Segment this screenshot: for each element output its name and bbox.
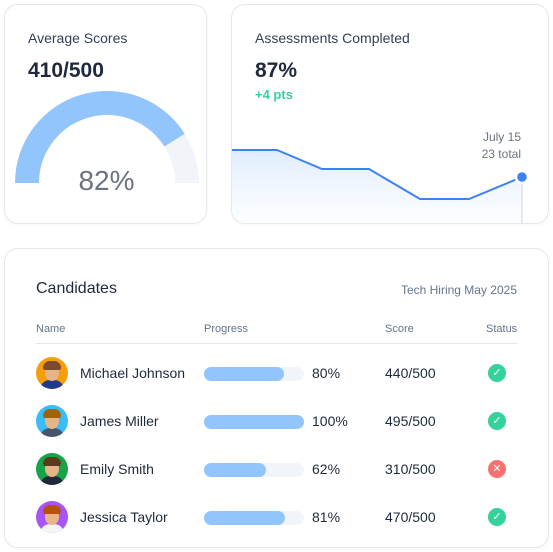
progress-bar-fill: [204, 415, 304, 429]
avatar: [36, 357, 68, 389]
check-icon: ✓: [488, 364, 506, 382]
candidate-score: 495/500: [385, 413, 436, 429]
progress-bar-fill: [204, 367, 284, 381]
candidates-title: Candidates: [36, 280, 117, 297]
candidate-score: 470/500: [385, 509, 436, 525]
candidate-score: 310/500: [385, 461, 436, 477]
trend-marker-point[interactable]: [514, 169, 530, 185]
progress-percent: 100%: [312, 413, 348, 429]
column-header-progress: Progress: [204, 323, 249, 335]
progress-bar-fill: [204, 511, 285, 525]
candidates-subtitle: Tech Hiring May 2025: [400, 283, 517, 297]
average-scores-title: Average Scores: [28, 30, 128, 46]
gauge-percent-label: 82%: [78, 165, 135, 196]
assessments-delta: +4 pts: [255, 87, 293, 102]
check-icon: ✓: [488, 508, 506, 526]
marker-date-label: July 15: [482, 130, 521, 144]
column-header-status: Status: [486, 323, 518, 335]
candidate-row[interactable]: James Miller 100% 495/500 ✓: [5, 401, 548, 441]
candidate-name[interactable]: Jessica Taylor: [80, 509, 168, 525]
gauge-fill: [15, 91, 185, 184]
progress-bar: [204, 463, 304, 477]
candidate-score: 440/500: [385, 365, 436, 381]
progress-percent: 80%: [312, 365, 341, 381]
trend-line: [232, 149, 523, 200]
progress-bar: [204, 511, 304, 525]
candidates-card: Candidates Tech Hiring May 2025 Name Pro…: [4, 248, 549, 548]
assessments-trend-chart: [232, 149, 530, 223]
candidate-row[interactable]: Michael Johnson 80% 440/500 ✓: [5, 353, 548, 393]
check-icon: ✓: [488, 412, 506, 430]
score-gauge: [15, 91, 199, 184]
x-icon: ✕: [488, 460, 506, 478]
avatar: [36, 501, 68, 533]
progress-bar: [204, 367, 304, 381]
assessments-card: Assessments Completed 87% +4 pts July 15…: [231, 4, 549, 224]
avatar: [36, 453, 68, 485]
average-scores-card: Average Scores 410/500 82%: [4, 4, 207, 224]
candidate-row[interactable]: Jessica Taylor 81% 470/500 ✓: [5, 497, 548, 537]
average-scores-value: 410/500: [28, 59, 104, 82]
marker-total-label: 23 total: [481, 147, 521, 161]
candidate-name[interactable]: James Miller: [80, 413, 159, 429]
column-header-score: Score: [385, 323, 414, 335]
candidate-row[interactable]: Emily Smith 62% 310/500 ✕: [5, 449, 548, 489]
progress-percent: 81%: [312, 509, 341, 525]
avatar: [36, 405, 68, 437]
progress-percent: 62%: [312, 461, 341, 477]
column-header-name: Name: [36, 323, 66, 335]
progress-bar-fill: [204, 463, 266, 477]
candidate-name[interactable]: Michael Johnson: [80, 365, 186, 381]
header-divider: [36, 343, 517, 344]
assessments-title: Assessments Completed: [255, 30, 410, 46]
progress-bar: [204, 415, 304, 429]
assessments-value: 87%: [255, 59, 298, 82]
candidate-name[interactable]: Emily Smith: [80, 461, 154, 477]
trend-area: [232, 150, 522, 223]
